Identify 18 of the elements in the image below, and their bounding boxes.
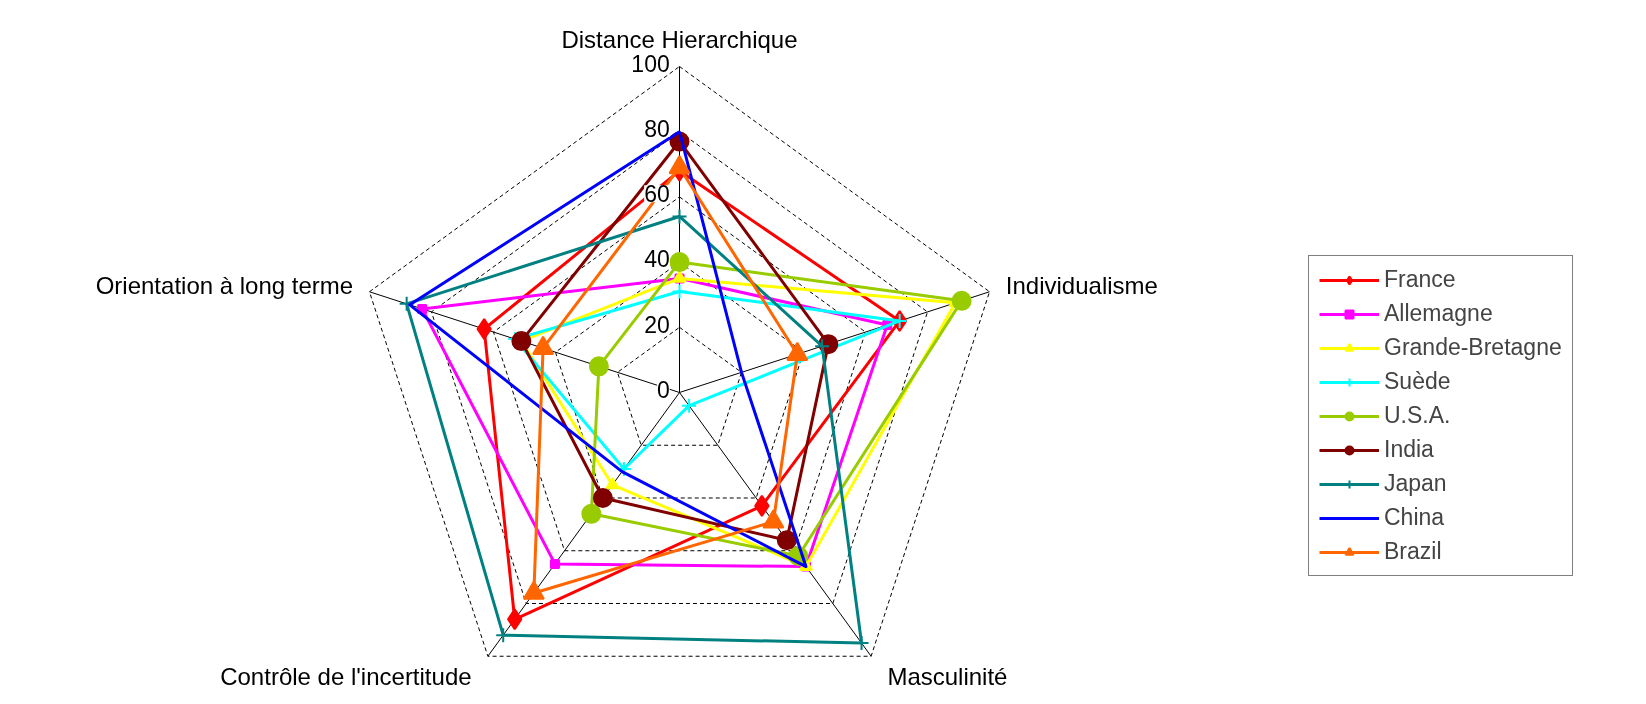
y-tick-label: 40 [644,246,670,273]
y-tick-label: 0 [656,376,670,403]
y-tick-label: 20 [644,311,670,338]
y-tick-label: 60 [644,181,670,208]
spoke-label: Contrôle de l'incertitude [220,662,472,690]
legend-label: Grande-Bretagne [1384,334,1562,361]
spoke-label: Orientation à long terme [95,271,354,299]
legend-label: Japan [1384,470,1447,497]
legend-label: India [1384,436,1434,463]
legend-label: China [1384,504,1445,531]
spoke-label: Individualisme [1005,271,1158,299]
legend-label: Brazil [1384,538,1442,565]
legend-label: France [1384,266,1456,293]
legend-label: U.S.A. [1384,402,1451,429]
legend-label: Suède [1384,368,1451,395]
spoke-label: Masculinité [887,662,1008,690]
legend-label: Allemagne [1384,300,1493,327]
y-tick-label: 80 [644,115,670,142]
